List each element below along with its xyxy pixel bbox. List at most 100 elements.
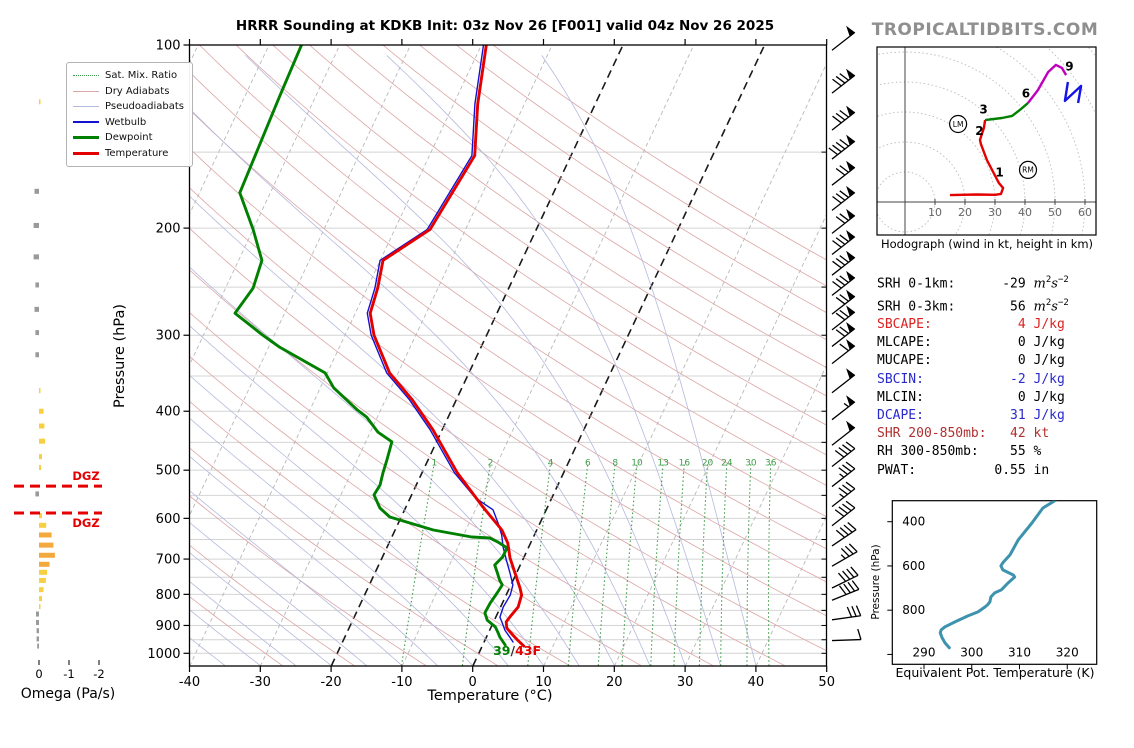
svg-text:600: 600 — [902, 559, 925, 573]
stat-row: SBCIN: -2 J/kg — [877, 371, 1065, 387]
stat-row: MLCIN: 0 J/kg — [877, 389, 1065, 405]
legend-label: Pseudoadiabats — [105, 101, 185, 113]
svg-text:DGZ: DGZ — [72, 469, 99, 483]
stat-row: RH 300-850mb: 55 % — [877, 444, 1042, 460]
hodograph-caption: Hodograph (wind in kt, height in km) — [880, 237, 1094, 251]
mixing-ratio-labels: 1 2 4 6 8 10 13 16 20 24 30 36 — [432, 459, 777, 469]
svg-text:Equivalent Pot. Temperature (K: Equivalent Pot. Temperature (K) — [896, 665, 1095, 680]
svg-text:0: 0 — [35, 667, 42, 681]
svg-text:1: 1 — [995, 166, 1003, 180]
svg-text:50: 50 — [818, 675, 835, 690]
legend-item: Sat. Mix. Ratio — [73, 68, 184, 84]
skewt-background — [189, 45, 827, 666]
svg-text:-1: -1 — [63, 667, 74, 681]
watermark: TROPICALTIDBITS.COM — [871, 20, 1099, 40]
temperature-trace — [368, 45, 526, 648]
svg-text:500: 500 — [156, 464, 181, 479]
stat-row: PWAT: 0.55 in — [877, 462, 1050, 478]
svg-text:8: 8 — [612, 459, 618, 469]
stat-row: SRH 0-1km: -29 m2s−2 — [877, 275, 1069, 292]
legend-label: Sat. Mix. Ratio — [105, 70, 178, 82]
svg-text:LM: LM — [953, 120, 964, 129]
svg-text:6: 6 — [1022, 87, 1030, 101]
svg-text:30: 30 — [745, 459, 757, 469]
svg-text:290: 290 — [913, 645, 936, 659]
hodograph: 10 20 30 40 50 60 1 2 3 6 9 LM RM — [877, 47, 1096, 235]
svg-text:200: 200 — [156, 222, 181, 237]
legend-label: Wetbulb — [105, 116, 147, 128]
svg-text:60: 60 — [1078, 206, 1092, 219]
svg-text:13: 13 — [657, 459, 668, 469]
legend-line-sample — [73, 136, 99, 140]
stat-row: MUCAPE: 0 J/kg — [877, 353, 1065, 369]
svg-text:20: 20 — [958, 206, 972, 219]
legend: Sat. Mix. Ratio Dry Adiabats Pseudoadiabat… — [66, 62, 194, 167]
svg-text:20: 20 — [702, 459, 714, 469]
dewpoint-trace — [233, 45, 509, 647]
svg-text:800: 800 — [902, 603, 925, 617]
svg-text:Temperature (°C): Temperature (°C) — [426, 688, 552, 704]
svg-text:Omega (Pa/s): Omega (Pa/s) — [21, 686, 116, 702]
svg-text:Pressure (hPa): Pressure (hPa) — [112, 304, 128, 408]
legend-line-sample — [73, 75, 99, 77]
svg-text:20: 20 — [606, 675, 623, 690]
theta-e-curve — [938, 500, 1057, 650]
theta-e-panel: 400 600 800 290 300 310 320 — [887, 500, 1098, 670]
svg-text:RM: RM — [1022, 166, 1034, 175]
legend-item: Dewpoint — [73, 130, 184, 146]
theta-e-labels: Equivalent Pot. Temperature (K) Pressure … — [870, 544, 1094, 680]
stat-row: MLCAPE: 0 J/kg — [877, 335, 1065, 351]
stat-row: SHR 200-850mb: 42 kt — [877, 426, 1050, 442]
svg-text:30: 30 — [677, 675, 694, 690]
svg-text:10: 10 — [535, 675, 552, 690]
surface-temp-label: 39/43F — [493, 643, 541, 658]
svg-text:30: 30 — [988, 206, 1002, 219]
hodograph-frame — [876, 46, 1097, 236]
svg-text:DGZ: DGZ — [72, 516, 99, 530]
svg-text:800: 800 — [156, 588, 181, 603]
svg-text:-10: -10 — [391, 675, 412, 690]
svg-text:-40: -40 — [179, 675, 200, 690]
svg-text:900: 900 — [156, 619, 181, 634]
svg-text:100: 100 — [156, 39, 181, 54]
svg-text:16: 16 — [679, 459, 691, 469]
legend-line-sample — [73, 90, 99, 92]
wetbulb-trace — [366, 45, 514, 643]
legend-item: Dry Adiabats — [73, 84, 184, 100]
legend-item: Temperature — [73, 146, 184, 162]
legend-line-sample — [73, 106, 99, 108]
svg-text:10: 10 — [631, 459, 643, 469]
svg-text:320: 320 — [1056, 645, 1079, 659]
svg-text:9: 9 — [1065, 60, 1073, 74]
svg-text:-20: -20 — [320, 675, 341, 690]
svg-text:700: 700 — [156, 553, 181, 568]
dgz-markers: DGZ DGZ — [14, 469, 102, 530]
svg-text:6: 6 — [585, 459, 591, 469]
svg-text:40: 40 — [748, 675, 765, 690]
svg-text:Pressure (hPa): Pressure (hPa) — [870, 544, 882, 619]
stat-row: SBCAPE: 4 J/kg — [877, 317, 1065, 333]
svg-text:600: 600 — [156, 512, 181, 527]
svg-text:4: 4 — [548, 459, 554, 469]
skewt-axes: -40 -30 -20 -10 0 10 20 30 40 50 100 200 300 400 500 60… — [112, 39, 835, 705]
svg-text:40: 40 — [1018, 206, 1032, 219]
page-title: HRRR Sounding at KDKB Init: 03z Nov 26 [… — [235, 18, 775, 34]
legend-label: Temperature — [105, 147, 169, 159]
stat-row: SRH 0-3km: 56 m2s−2 — [877, 297, 1069, 314]
svg-text:-2: -2 — [93, 667, 104, 681]
legend-label: Dewpoint — [105, 132, 153, 144]
svg-text:400: 400 — [156, 405, 181, 420]
svg-text:50: 50 — [1048, 206, 1062, 219]
legend-line-sample — [73, 121, 99, 124]
svg-text:0: 0 — [469, 675, 477, 690]
svg-text:36: 36 — [765, 459, 777, 469]
svg-text:24: 24 — [721, 459, 733, 469]
svg-text:2: 2 — [488, 459, 494, 469]
omega-panel: 0 -1 -2 Omega (Pa/s) — [21, 99, 116, 702]
wind-barbs — [828, 25, 862, 642]
svg-text:-30: -30 — [250, 675, 271, 690]
mixing-ratio-lines — [400, 463, 772, 666]
svg-text:1: 1 — [432, 459, 438, 469]
stat-row: DCAPE: 31 J/kg — [877, 408, 1065, 424]
